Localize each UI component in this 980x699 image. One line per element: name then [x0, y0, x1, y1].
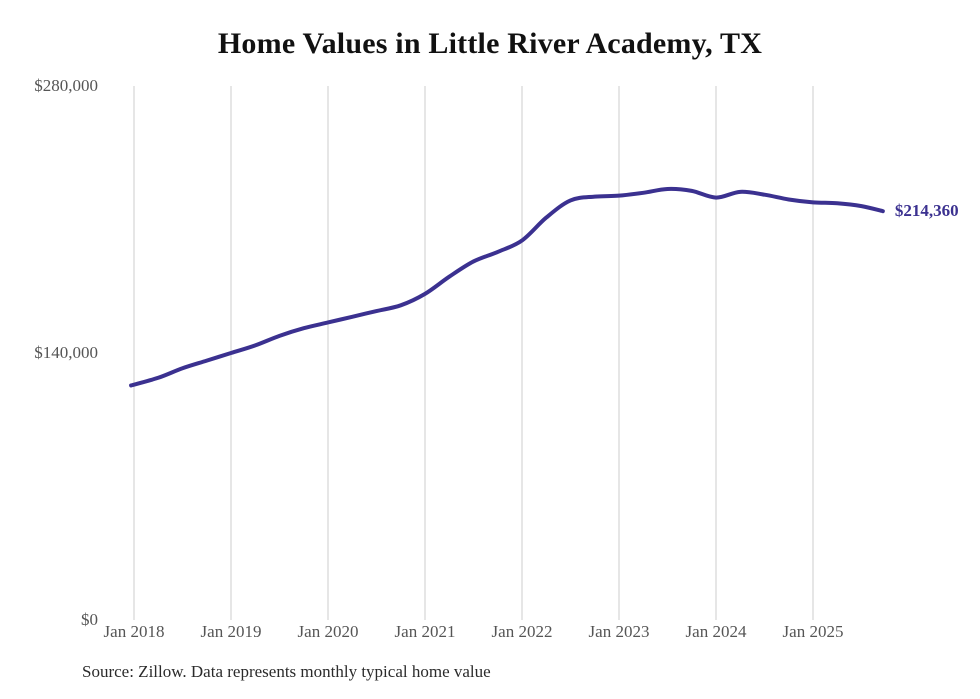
x-tick-label-jan-2023: Jan 2023 — [588, 622, 650, 641]
y-tick-label-140000: $140,000 — [34, 343, 98, 362]
x-tick-label-jan-2022: Jan 2022 — [491, 622, 553, 641]
x-tick-label-jan-2021: Jan 2021 — [394, 622, 456, 641]
source-footnote: Source: Zillow. Data represents monthly … — [82, 662, 491, 681]
chart-title: Home Values in Little River Academy, TX — [217, 27, 763, 60]
y-tick-label-0: $0 — [81, 610, 98, 629]
x-tick-label-jan-2019: Jan 2019 — [200, 622, 262, 641]
x-tick-label-jan-2018: Jan 2018 — [103, 622, 165, 641]
x-tick-label-jan-2020: Jan 2020 — [297, 622, 359, 641]
x-tick-label-jan-2025: Jan 2025 — [782, 622, 844, 641]
data-line-typical-home-value — [129, 186, 885, 388]
y-tick-label-280000: $280,000 — [34, 76, 98, 95]
end-value-annotation: $214,360 — [894, 201, 959, 221]
x-tick-label-jan-2024: Jan 2024 — [685, 622, 747, 641]
